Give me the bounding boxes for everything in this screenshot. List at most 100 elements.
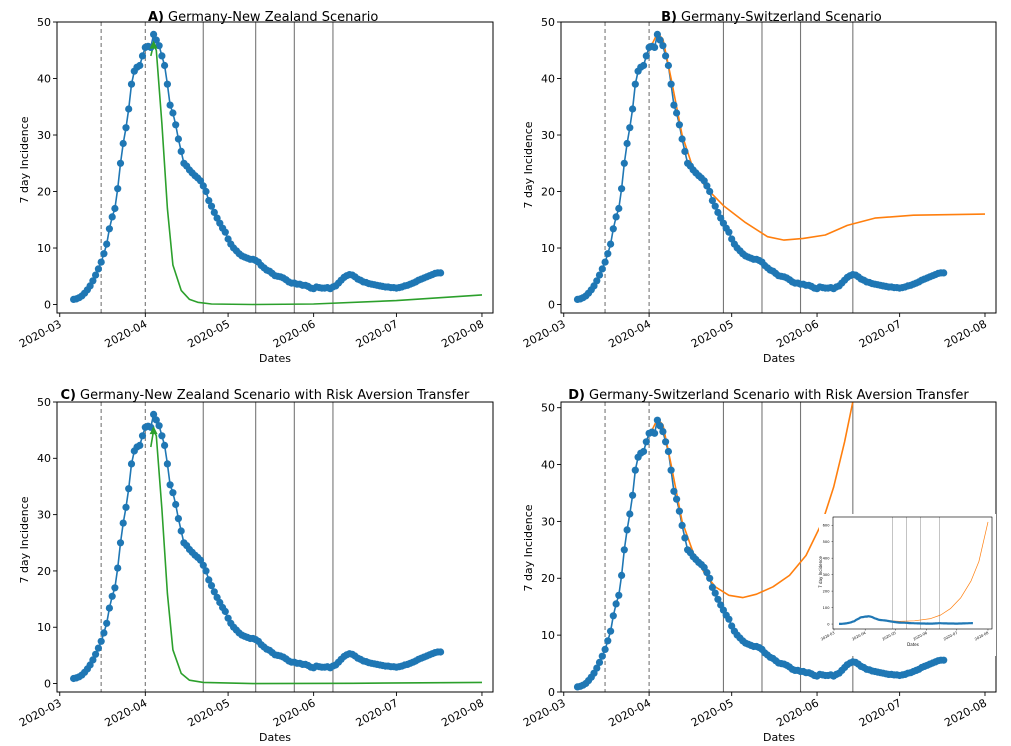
- panel-a-xtick-label: 2020-03: [17, 317, 64, 350]
- panel-c-observed-point: [152, 416, 160, 424]
- panel-d-observed-point: [662, 438, 670, 446]
- panel-b-observed-point: [681, 147, 689, 155]
- panel-c-xtick-label: 2020-07: [354, 696, 401, 729]
- panel-d-observed-point: [615, 591, 623, 599]
- panel-a-observed-point: [136, 61, 144, 70]
- panel-b-observed-point: [609, 225, 617, 233]
- panel-c-ylabel: 7 day Incidence: [18, 496, 31, 583]
- panel-d-observed-point: [626, 510, 634, 518]
- panel-c-ytick-label: 20: [37, 565, 51, 578]
- panel-a-xtick-label: 2020-07: [354, 317, 401, 350]
- panel-a-xtick-label: 2020-06: [271, 317, 318, 350]
- panel-d-observed-point: [593, 664, 601, 672]
- panel-c-xtick-label: 2020-05: [185, 696, 232, 729]
- panel-a-scenario-peak-marker: [149, 40, 158, 49]
- panel-d-observed-point: [598, 652, 606, 660]
- panel-c-observed-point: [136, 441, 144, 449]
- panel-b-observed-point: [595, 271, 604, 279]
- panel-c-observed-point: [138, 432, 147, 440]
- panel-a-observed-point: [138, 52, 147, 60]
- panel-d-observed-point: [595, 658, 604, 667]
- panel-d-observed-point: [708, 583, 717, 592]
- panel-b-ytick-label: 20: [541, 185, 555, 198]
- panel-b-xtick-label: 2020-06: [774, 317, 821, 350]
- panel-d-observed-point: [670, 487, 678, 495]
- panel-c-ytick-label: 50: [37, 396, 51, 409]
- panel-d-observed-point: [667, 466, 675, 474]
- panel-c-observed-point: [163, 460, 171, 468]
- panel-c-observed-point: [103, 619, 111, 627]
- panel-b-scenario-line: [648, 32, 986, 241]
- panel-b-observed-point: [673, 109, 681, 117]
- panel-b-axes-frame: [560, 21, 997, 314]
- inset-xtick-label: 2020-03: [820, 631, 835, 642]
- panel-b-axes-border: [560, 21, 997, 314]
- panel-a-observed-point: [116, 159, 125, 167]
- panel-c-observed-point: [205, 576, 213, 584]
- inset-ytick-label: 200: [823, 589, 831, 593]
- panel-c-observed-point: [202, 567, 210, 575]
- panel-b-xtick-label: 2020-04: [606, 317, 653, 350]
- panel-b-observed-point: [607, 240, 615, 248]
- panel-d-ytick-label: 40: [541, 458, 555, 471]
- panel-b-observed-point: [664, 61, 673, 70]
- panel-c-observed-point: [105, 604, 113, 612]
- panel-c-observed-point: [108, 592, 116, 600]
- inset-ytick-label: 300: [823, 573, 831, 577]
- panel-c-observed-point: [89, 656, 97, 664]
- panel-a-observed-point: [127, 80, 136, 88]
- panel-d-ytick-label: 20: [541, 572, 555, 585]
- panel-c-observed-point: [114, 564, 122, 572]
- panel-a-ytick-label: 10: [37, 242, 51, 255]
- panel-d-observed-point: [725, 615, 733, 623]
- inset-xtick-label: 2020-08: [974, 631, 990, 642]
- panel-b-observed-point: [656, 36, 664, 44]
- panel-b-observed-point: [675, 121, 684, 129]
- panel-d-observed-point: [653, 416, 662, 424]
- panel-b-ytick-label: 0: [548, 298, 555, 311]
- inset-border: [832, 516, 993, 630]
- panel-d-ylabel: 7 day Incidence: [522, 504, 535, 591]
- panel-a-observed-point: [89, 277, 97, 285]
- panel-b-observed-point: [593, 277, 601, 285]
- panel-a-ytick-label: 50: [37, 16, 51, 29]
- panel-b-xlabel: Dates: [763, 352, 795, 365]
- panel-d-xtick-label: 2020-03: [521, 696, 568, 729]
- panel-d-ytick-label: 10: [541, 629, 555, 642]
- panel-a-observed-point: [172, 121, 180, 129]
- panel-b-observed-point: [940, 269, 948, 277]
- panel-d-observed-point: [607, 627, 615, 635]
- panel-b-observed-point: [678, 135, 686, 143]
- panel-b-observed-point: [659, 42, 667, 50]
- panel-c-observed-point: [199, 561, 207, 569]
- panel-b-observed-point: [618, 185, 626, 193]
- inset-observed-line: [838, 615, 974, 626]
- inset-xtick-label: 2020-05: [882, 631, 897, 642]
- panel-d-observed-point: [629, 491, 637, 499]
- panel-a-observed-point: [97, 258, 105, 266]
- panel-c-ytick-label: 30: [37, 508, 51, 521]
- panel-b-xtick-label: 2020-08: [942, 317, 989, 350]
- panel-d-ytick-label: 30: [541, 515, 555, 528]
- panel-b-ytick-label: 40: [541, 72, 555, 85]
- panel-c-observed-point: [119, 519, 127, 527]
- panel-c-observed-point: [100, 629, 108, 637]
- panel-b-observed-point: [703, 182, 711, 190]
- panel-d-observed-point: [612, 600, 620, 608]
- panel-b-observed-point: [667, 80, 675, 88]
- panel-d-observed-point: [604, 637, 612, 645]
- panel-b-observed-point: [601, 258, 609, 266]
- panel-d-observed-point: [623, 526, 631, 534]
- panel-a: A) Germany-New Zealand Scenario Dates 7 …: [17, 10, 494, 365]
- panel-c-ytick-label: 0: [44, 677, 51, 690]
- panel-a-observed-point: [122, 124, 130, 132]
- panel-a-observed-point: [163, 80, 171, 88]
- inset-ytick-label: 600: [823, 523, 831, 527]
- panel-a-scenario-line: [150, 43, 483, 306]
- panel-b-observed-point: [670, 101, 678, 109]
- panel-d-observed-point: [711, 589, 719, 597]
- panel-a-xtick-label: 2020-04: [103, 317, 150, 350]
- panel-c-observed-point: [158, 432, 166, 440]
- panel-a-title: Germany-New Zealand Scenario: [168, 10, 378, 25]
- panel-c-axes-border: [56, 401, 494, 693]
